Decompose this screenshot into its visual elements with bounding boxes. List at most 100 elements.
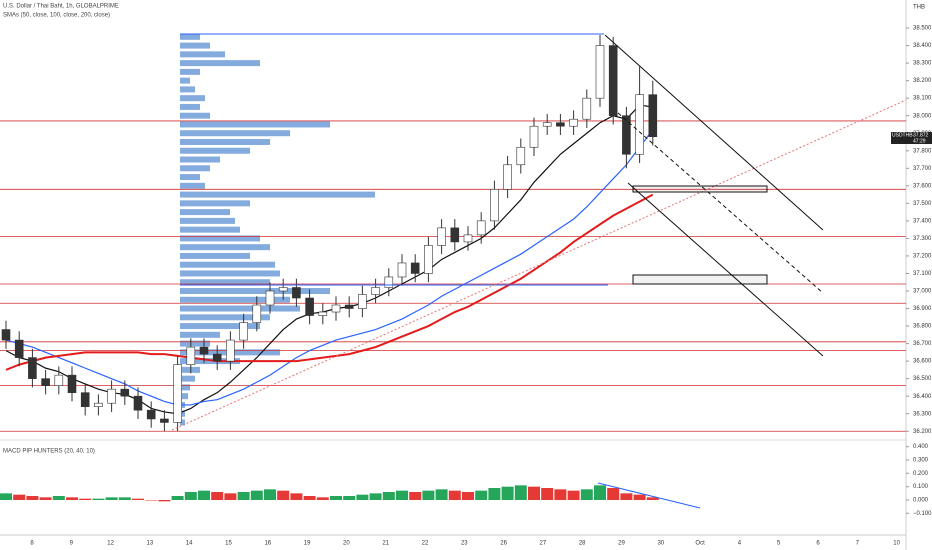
candle-body [186, 346, 196, 365]
candle-body [397, 262, 407, 278]
x-tick-label: 14 [186, 541, 193, 547]
y-tick-label: 36.500 [913, 376, 932, 382]
y-tick-label: 37.500 [913, 201, 932, 207]
volume-profile-bar [180, 287, 330, 294]
x-tick-label: 6 [816, 541, 820, 547]
macd-bar [211, 492, 224, 500]
x-tick-label: 30 [657, 541, 664, 547]
candle-body [265, 290, 275, 306]
macd-bar [145, 500, 158, 501]
macd-bar [514, 485, 527, 500]
macd-bar [528, 486, 540, 500]
candle-body [582, 97, 592, 120]
macd-bar [316, 497, 329, 500]
y-tick-label: 36.700 [913, 341, 932, 347]
x-tick-label: 8 [30, 541, 34, 547]
candle-body [344, 304, 354, 309]
y-tick-label: 38.000 [913, 113, 932, 119]
y-tick-label: 36.300 [913, 411, 932, 417]
channel-upper [604, 34, 824, 231]
candle-body [199, 346, 209, 355]
y-tick-label: 37.000 [913, 289, 932, 295]
volume-profile-bar [180, 51, 225, 58]
candle-body [318, 311, 328, 316]
candle-body [529, 125, 539, 148]
volume-profile-bar [180, 209, 230, 216]
macd-bar [646, 497, 659, 500]
macd-bar [462, 492, 474, 500]
x-tick-label: 27 [540, 541, 547, 547]
volume-profile-bar [180, 42, 210, 49]
macd-bar [224, 493, 237, 500]
macd-bar [422, 490, 435, 500]
x-tick-label: 29 [618, 541, 625, 547]
candle-body [437, 227, 446, 246]
volume-profile-bar [180, 182, 205, 189]
volume-profile-bar [180, 323, 260, 330]
candle-body [384, 276, 394, 288]
y-tick-label: 38.400 [913, 43, 932, 49]
currency: THB [913, 5, 925, 11]
macd-bar [369, 493, 382, 500]
candle-body [569, 118, 578, 127]
y-tick-label: 37.800 [913, 148, 932, 154]
x-tick-label: Oct [695, 541, 705, 547]
y-tick-label: 36.400 [913, 394, 932, 400]
macd-bar [435, 489, 448, 500]
volume-profile-bar [180, 261, 275, 268]
x-tick-label: 21 [382, 541, 389, 547]
volume-profile-bar [180, 174, 200, 181]
y-tick-label: 37.700 [913, 166, 932, 172]
zone-box [632, 185, 768, 193]
macd-bar [26, 496, 39, 500]
macd-bar [633, 494, 646, 500]
ticker: USDTHB [892, 132, 913, 138]
volume-profile-bar [180, 340, 210, 347]
volume-profile-bar [180, 33, 200, 40]
volume-profile-bar [180, 410, 185, 417]
candle-body [490, 189, 499, 222]
volume-profile-bar [180, 296, 290, 303]
macd-bar [541, 488, 554, 500]
volume-profile-bar [180, 235, 260, 242]
macd-bar [303, 496, 316, 500]
volume-profile-bar [180, 103, 200, 110]
y-tick-label: 36.200 [913, 429, 932, 435]
volume-profile-bar [180, 86, 195, 93]
volume-profile-bar [180, 244, 270, 251]
macd-bar [396, 490, 408, 500]
candle-body [14, 339, 24, 358]
candle-body [450, 227, 460, 243]
volume-profile-bar [180, 60, 260, 67]
volume-profile-bar [180, 270, 280, 277]
macd-bar [580, 489, 593, 500]
candle-body [28, 357, 37, 379]
macd-bar [607, 488, 620, 500]
x-tick-label: 19 [304, 541, 311, 547]
x-tick-label: 4 [738, 541, 742, 547]
x-tick-label: 15 [225, 541, 232, 547]
volume-profile-bar [180, 121, 330, 128]
macd-bar [475, 490, 488, 500]
macd-bar [237, 492, 250, 500]
macd-bar [290, 493, 303, 500]
volume-profile-bar [180, 419, 185, 426]
candle-body [160, 418, 169, 423]
x-tick-label: 7 [856, 541, 860, 547]
macd-bar [567, 490, 580, 500]
y-tick-label: 37.400 [913, 218, 932, 224]
y-tick-label: −0.100 [913, 511, 932, 517]
main-pane: 36.200 36.300 36.400 36.500 36.600 36.700 36.8… [0, 26, 932, 547]
y-tick-label: 36.800 [913, 324, 932, 330]
candle-body [503, 164, 512, 190]
candle-body [292, 287, 301, 299]
candle-body [305, 297, 314, 316]
candle-body [516, 146, 526, 166]
candle-body [463, 234, 473, 243]
x-tick-label: 20 [343, 541, 350, 547]
macd-bar [488, 488, 501, 500]
volume-profile-bar [180, 68, 200, 75]
y-tick-label: 38.100 [913, 96, 932, 102]
y-tick-label: 37.300 [913, 236, 932, 242]
